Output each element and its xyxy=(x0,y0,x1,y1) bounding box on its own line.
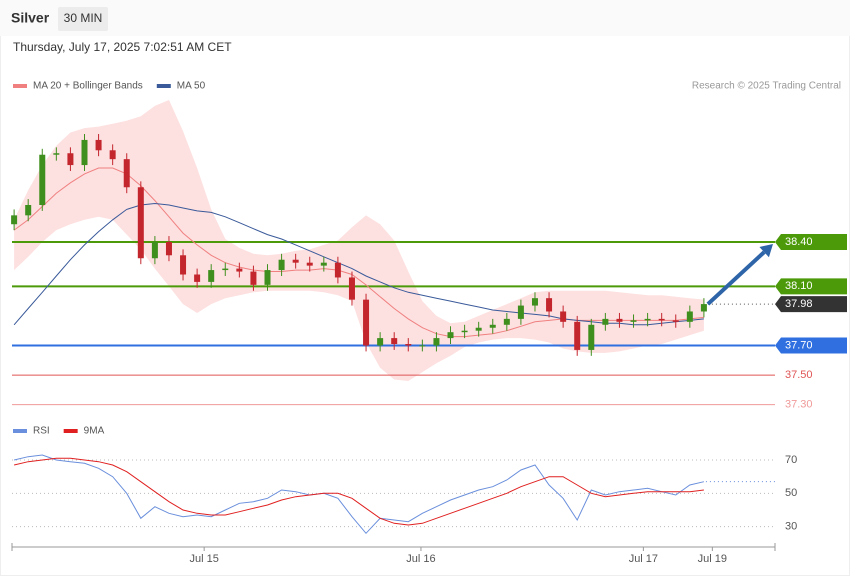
candle-body xyxy=(546,298,553,312)
level-tag xyxy=(775,233,847,250)
candle-body xyxy=(602,318,609,325)
candle-body xyxy=(67,153,74,166)
copyright: Research © 2025 Trading Central xyxy=(692,81,841,92)
projection-arrow xyxy=(706,250,766,306)
candle-body xyxy=(250,271,257,285)
legend-label: RSI xyxy=(33,426,50,437)
y-tick-label: 70 xyxy=(785,454,797,466)
candle-body xyxy=(616,318,623,322)
candle-body xyxy=(165,241,172,256)
level-tag xyxy=(775,278,847,295)
level-label: 37.70 xyxy=(785,339,813,351)
candle-body xyxy=(292,259,299,263)
legend-swatch xyxy=(156,84,171,88)
candle-body xyxy=(320,262,327,266)
legend-swatch xyxy=(63,429,78,433)
level-label: 37.98 xyxy=(785,298,813,310)
legend-label: MA 50 xyxy=(177,81,206,92)
header-bar xyxy=(0,0,850,36)
x-tick-label: Jul 15 xyxy=(189,553,218,565)
candle-body xyxy=(180,255,187,275)
candle-body xyxy=(405,344,412,346)
level-label: 38.40 xyxy=(785,236,813,248)
candle-body xyxy=(475,327,482,331)
candle-body xyxy=(151,241,158,259)
candle-body xyxy=(109,150,116,160)
indicator-line xyxy=(13,457,704,526)
candle-body xyxy=(503,318,510,325)
y-tick-label: 50 xyxy=(785,487,797,499)
level-label: 38.10 xyxy=(785,280,813,292)
candle-body xyxy=(39,154,46,205)
x-tick-label: Jul 16 xyxy=(406,553,435,565)
y-tick-label: 30 xyxy=(785,521,797,533)
timeframe: 30 MIN xyxy=(64,11,103,25)
level-tag xyxy=(775,296,847,313)
title: Silver xyxy=(11,10,50,26)
projection-arrowhead xyxy=(759,243,773,258)
candle-body xyxy=(672,320,679,322)
candle-body xyxy=(236,268,243,272)
candle-body xyxy=(53,153,60,155)
candle-body xyxy=(447,332,454,339)
moving-average xyxy=(13,202,704,326)
candle-body xyxy=(334,262,341,278)
x-tick-label: Jul 19 xyxy=(698,553,727,565)
legend-label: 9MA xyxy=(84,426,105,437)
x-tick-label: Jul 17 xyxy=(629,553,658,565)
bollinger-band xyxy=(14,100,704,381)
candle-body xyxy=(363,299,370,346)
candle-body xyxy=(489,324,496,328)
candle-body xyxy=(433,338,440,346)
candle-body xyxy=(517,305,524,319)
level-tag xyxy=(775,337,847,354)
level-label: 37.50 xyxy=(785,369,813,381)
candle-body xyxy=(531,298,538,306)
level-label: 37.30 xyxy=(785,399,813,411)
candle-body xyxy=(419,345,426,347)
candle-body xyxy=(658,318,665,321)
candle-body xyxy=(194,274,201,282)
candle-body xyxy=(574,321,581,350)
candle-body xyxy=(700,304,707,312)
candle-body xyxy=(95,139,102,151)
legend-swatch xyxy=(13,429,27,433)
candle-body xyxy=(137,187,144,259)
candle-body xyxy=(377,338,384,346)
candle-body xyxy=(391,338,398,345)
candle-body xyxy=(264,270,271,285)
legend-label: MA 20 + Bollinger Bands xyxy=(33,81,143,92)
candle-body xyxy=(630,320,637,322)
candle-body xyxy=(644,318,651,321)
candle-body xyxy=(123,159,130,188)
candle-body xyxy=(461,330,468,333)
timestamp: Thursday, July 17, 2025 7:02:51 AM CET xyxy=(13,40,232,54)
candle-body xyxy=(208,270,215,282)
candle-body xyxy=(222,268,229,271)
candle-body xyxy=(560,311,567,322)
candle-body xyxy=(588,324,595,350)
legend-swatch xyxy=(13,84,27,88)
timeframe-box xyxy=(58,7,108,31)
indicator-line xyxy=(13,454,705,535)
candle-body xyxy=(348,277,355,300)
candle-body xyxy=(11,215,18,225)
candle-body xyxy=(25,205,32,216)
candle-body xyxy=(306,262,313,266)
candle-body xyxy=(686,311,693,322)
candle-body xyxy=(278,259,285,271)
candle-body xyxy=(81,139,88,166)
